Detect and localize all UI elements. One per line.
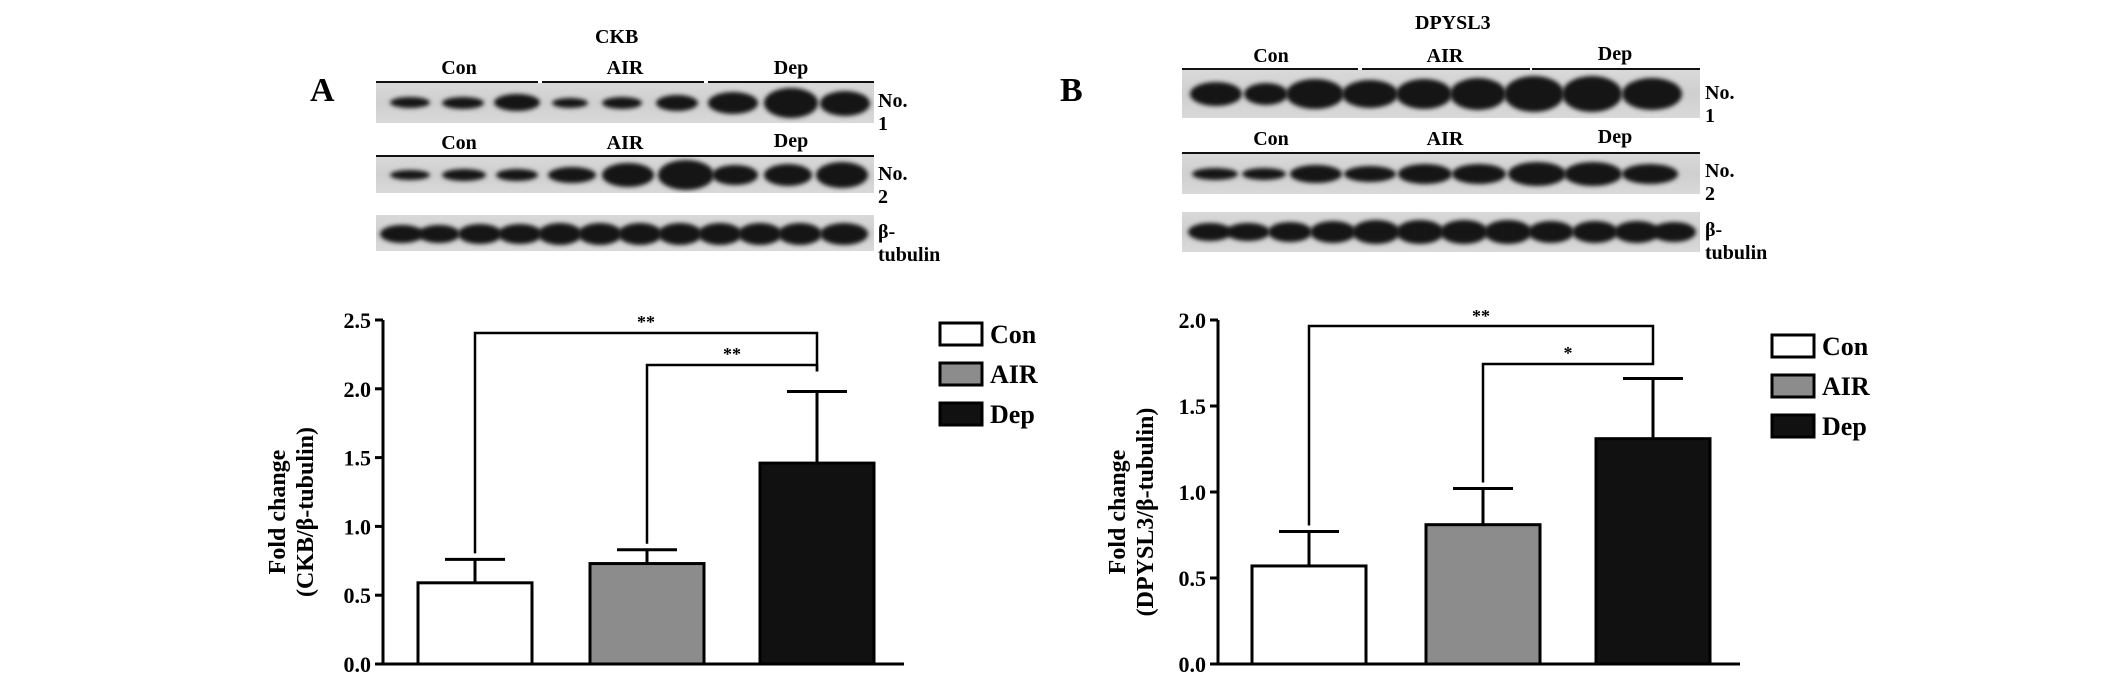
- y-tick-label: 1.0: [1179, 480, 1207, 505]
- legend-label: Con: [1822, 332, 1869, 361]
- group-label-dep: Dep: [1597, 126, 1633, 148]
- group-label-con: Con: [1253, 45, 1289, 67]
- legend-swatch: [938, 361, 984, 387]
- group-label-dep: Dep: [773, 57, 809, 79]
- group-label-con: Con: [1253, 128, 1289, 150]
- legend-swatch: [1770, 333, 1816, 359]
- significance-label: **: [637, 312, 655, 332]
- blot-strip-no1: [1182, 70, 1700, 118]
- y-tick-label: 1.5: [344, 446, 372, 471]
- significance-bracket: [1307, 324, 1655, 526]
- group-label-con: Con: [441, 132, 477, 154]
- legend-swatch: [1770, 413, 1816, 439]
- y-tick-label: 0.5: [344, 583, 372, 608]
- row-label-no2: No. 2: [1705, 160, 1735, 205]
- blot-title-b: DPYSL3: [1415, 12, 1491, 34]
- chart-b: 0.0 0.5 1.0 1.5 2.0 Fold change (DPYSL3/β-tubu…: [1105, 306, 1870, 677]
- group-label-air: AIR: [1426, 128, 1464, 150]
- blot-strip-no2: [376, 157, 874, 193]
- significance-label: **: [723, 344, 741, 364]
- legend-label: Con: [990, 320, 1037, 349]
- row-label-no1: No. 1: [878, 90, 908, 135]
- blot-strip-tubulin: [376, 215, 874, 251]
- row-label-no2: No. 2: [878, 163, 908, 208]
- bar-air: [588, 562, 706, 666]
- significance-bracket: [473, 331, 819, 554]
- bar-dep: [758, 461, 876, 666]
- y-tick-label: 1.0: [344, 514, 372, 539]
- bar-con: [416, 581, 534, 666]
- group-label-dep: Dep: [1597, 43, 1633, 65]
- significance-label: *: [1564, 343, 1573, 363]
- y-tick-label: 0.5: [1179, 566, 1207, 591]
- row-label-tubulin: β-tubulin: [878, 221, 941, 266]
- legend-swatch: [1770, 373, 1816, 399]
- group-label-air: AIR: [606, 57, 644, 79]
- y-tick-label: 1.5: [1179, 394, 1207, 419]
- significance-bracket: [1481, 358, 1655, 483]
- significance-bracket: [645, 363, 819, 544]
- legend-label: AIR: [1822, 372, 1870, 401]
- y-tick-label: 2.5: [344, 308, 372, 333]
- blot-strip-no1: [376, 83, 874, 123]
- y-tick-label: 2.0: [344, 377, 372, 402]
- bar-dep: [1594, 437, 1712, 666]
- y-axis-label: Fold change: [265, 449, 291, 574]
- row-label-tubulin: β-tubulin: [1705, 219, 1768, 264]
- blot-title-a: CKB: [595, 26, 639, 48]
- y-axis-label: (CKB/β-tubulin): [293, 427, 319, 597]
- chart-a: 0.0 0.5 1.0 1.5 2.0 2.5 Fold change (CKB/β-tubu…: [265, 308, 1038, 677]
- y-axis-label: (DPYSL3/β-tubulin): [1133, 408, 1159, 617]
- y-tick-label: 0.0: [1179, 652, 1207, 677]
- legend-label: AIR: [990, 360, 1038, 389]
- legend-swatch: [938, 321, 984, 347]
- legend-label: Dep: [1822, 412, 1867, 441]
- legend-swatch: [938, 401, 984, 427]
- group-label-air: AIR: [1426, 45, 1464, 67]
- panel-letter-a: A: [310, 72, 335, 109]
- blot-strip-no2: [1182, 154, 1700, 194]
- panel-letter-b: B: [1060, 72, 1083, 109]
- bar-con: [1250, 564, 1368, 666]
- y-tick-label: 2.0: [1179, 308, 1207, 333]
- blot-strip-tubulin: [1182, 212, 1700, 252]
- group-label-air: AIR: [606, 132, 644, 154]
- group-label-con: Con: [441, 57, 477, 79]
- y-tick-label: 0.0: [344, 652, 372, 677]
- group-label-dep: Dep: [773, 130, 809, 152]
- legend-label: Dep: [990, 400, 1035, 429]
- row-label-no1: No. 1: [1705, 82, 1735, 127]
- bar-air: [1424, 523, 1542, 666]
- y-axis-label: Fold change: [1105, 449, 1131, 574]
- significance-label: **: [1472, 306, 1490, 326]
